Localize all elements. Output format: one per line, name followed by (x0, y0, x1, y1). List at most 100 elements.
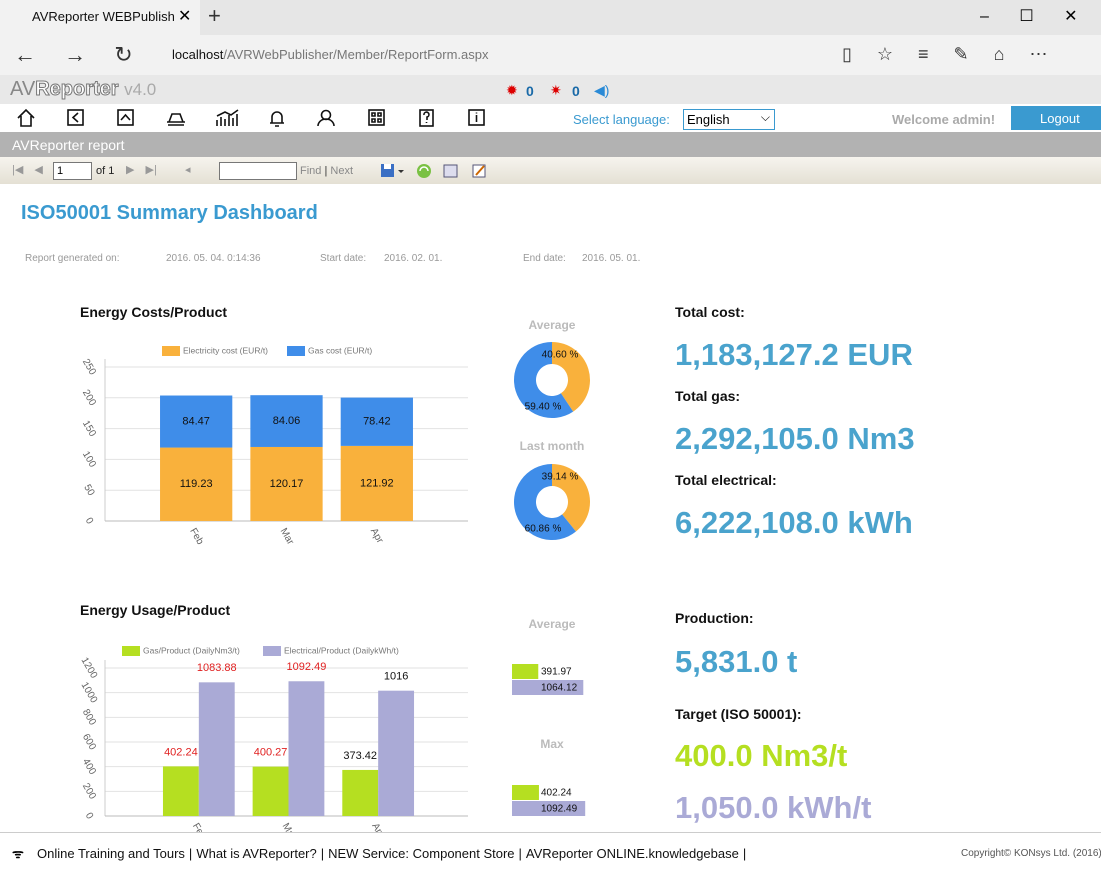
select-language-label: Select language: (573, 112, 670, 127)
y-tick-label: 150 (80, 419, 98, 439)
end-label: End date: (523, 253, 566, 264)
new-tab[interactable]: + (208, 3, 221, 28)
warning-icon[interactable]: ✷ (550, 82, 562, 98)
logo-version: v4.0 (124, 80, 157, 99)
kpi-value: 2,292,105.0 Nm3 (675, 421, 915, 456)
back-button[interactable]: ◂ (185, 164, 191, 176)
mini-title: Average (528, 617, 576, 631)
bar (250, 446, 323, 521)
alarm-icon[interactable]: ✹ (506, 82, 518, 98)
mini-label: 402.24 (541, 788, 572, 799)
bar (160, 447, 233, 521)
page-count: 1 (108, 165, 115, 177)
bar (252, 766, 289, 816)
mini-label: 1064.12 (541, 683, 578, 694)
copyright: Copyright© KONsys Ltd. (2016) (961, 848, 1101, 859)
logo: AVReporter v4.0 (10, 78, 156, 101)
mini-bar (512, 785, 539, 800)
logout-button[interactable]: Logout (1011, 106, 1101, 130)
footer-separator: | (518, 846, 522, 861)
url[interactable]: localhost/AVRWebPublisher/Member/ReportF… (172, 47, 488, 62)
y-tick-label: 200 (80, 781, 98, 801)
value-label: 402.24 (164, 746, 198, 758)
bar (288, 681, 325, 816)
warning-count: 0 (572, 83, 580, 99)
kpi-value: 1,183,127.2 EUR (675, 337, 913, 372)
footer-link[interactable]: AVReporter ONLINE.knowledgebase (525, 846, 739, 861)
donut-slice (514, 464, 576, 540)
y-tick-label: 250 (80, 357, 98, 377)
chart-title: Energy Usage/Product (80, 602, 231, 618)
footer: ᯤ Online Training and Tours | What is AVRe… (0, 832, 1101, 871)
value-label: 1092.49 (287, 661, 327, 673)
select-arrow: ⌵ (760, 110, 770, 124)
url-path: /AVRWebPublisher/Member/ReportForm.aspx (223, 47, 489, 62)
find-next: Find | Next (300, 165, 353, 177)
footer-separator: | (188, 846, 193, 861)
nav-icons[interactable] (16, 108, 516, 128)
generated: 2016. 05. 04. 0:14:36 (166, 253, 261, 264)
value-label: 1016 (384, 671, 408, 683)
window-controls[interactable]: – ☐ ✕ (980, 8, 1078, 25)
toolbar-icons[interactable] (380, 162, 490, 180)
y-tick-label: 0 (83, 516, 96, 527)
start-label: Start date: (320, 253, 367, 264)
kpi-label: Total cost: (675, 304, 745, 320)
value-label: 120.17 (270, 478, 304, 490)
kpi-label: Total gas: (675, 388, 741, 404)
find-input[interactable] (219, 162, 297, 180)
y-tick-label: 1200 (79, 656, 100, 681)
find[interactable]: Find (300, 165, 322, 177)
language-value: English (687, 112, 730, 127)
bar (162, 766, 199, 816)
tab[interactable] (0, 0, 200, 35)
separator: | (324, 165, 328, 177)
y-tick-label: 800 (80, 707, 98, 727)
y-tick-label: 0 (83, 811, 96, 822)
footer-links: Online Training and Tours | What is AVRepo… (37, 846, 750, 861)
nav-bar (0, 104, 1101, 132)
bar (250, 395, 323, 447)
legend-label: Gas/Product (DailyNm3/t) (143, 645, 240, 655)
logout-label: Logout (1040, 111, 1080, 126)
language-select[interactable]: English ⌵ (683, 109, 775, 130)
footer-link[interactable]: What is AVReporter? (196, 846, 317, 861)
y-tick-label: 200 (80, 388, 98, 408)
sound-icon[interactable]: ◀) (594, 82, 610, 98)
legend-swatch (162, 346, 180, 356)
bar (378, 690, 415, 816)
legend-swatch (263, 646, 281, 656)
welcome: Welcome admin! (892, 112, 996, 127)
legend-label: Electrical/Product (DailykWh/t) (284, 645, 399, 655)
footer-separator: | (320, 846, 325, 861)
pager-first-prev[interactable]: |◀ ◀ (12, 164, 43, 176)
page-number: 1 (57, 165, 64, 177)
report-bar (0, 132, 1101, 157)
page-input[interactable]: 1 (53, 162, 92, 180)
pager-next-last[interactable]: ▶ ▶| (126, 164, 157, 176)
tab-close[interactable]: ✕ (178, 8, 192, 25)
kpi-label: Production: (675, 610, 754, 626)
value-label: 78.42 (363, 416, 391, 428)
kpi-label: Total electrical: (675, 472, 777, 488)
report-bar-title: AVReporter report (12, 137, 125, 153)
mini-label: 391.97 (541, 667, 572, 678)
donut-label: 39.14 % (542, 472, 579, 483)
x-tick-label: Apr (368, 526, 386, 546)
end: 2016. 05. 01. (582, 253, 641, 264)
nav-buttons[interactable]: ← → ↻ (14, 42, 133, 67)
x-tick-label: Mar (278, 526, 296, 547)
next[interactable]: Next (330, 165, 354, 177)
mini-bar (512, 801, 586, 816)
browser-tools[interactable]: ▯ ☆ ≡ ✎ ⌂ ⋯ (842, 44, 1048, 64)
donut-label: 40.60 % (542, 350, 579, 361)
value-label: 1083.88 (197, 662, 237, 674)
mini-title: Max (540, 737, 564, 751)
footer-link[interactable]: Online Training and Tours (37, 846, 185, 861)
bar (340, 445, 413, 521)
footer-link[interactable]: NEW Service: Component Store (328, 846, 515, 861)
kpi-value: 5,831.0 t (675, 644, 798, 679)
